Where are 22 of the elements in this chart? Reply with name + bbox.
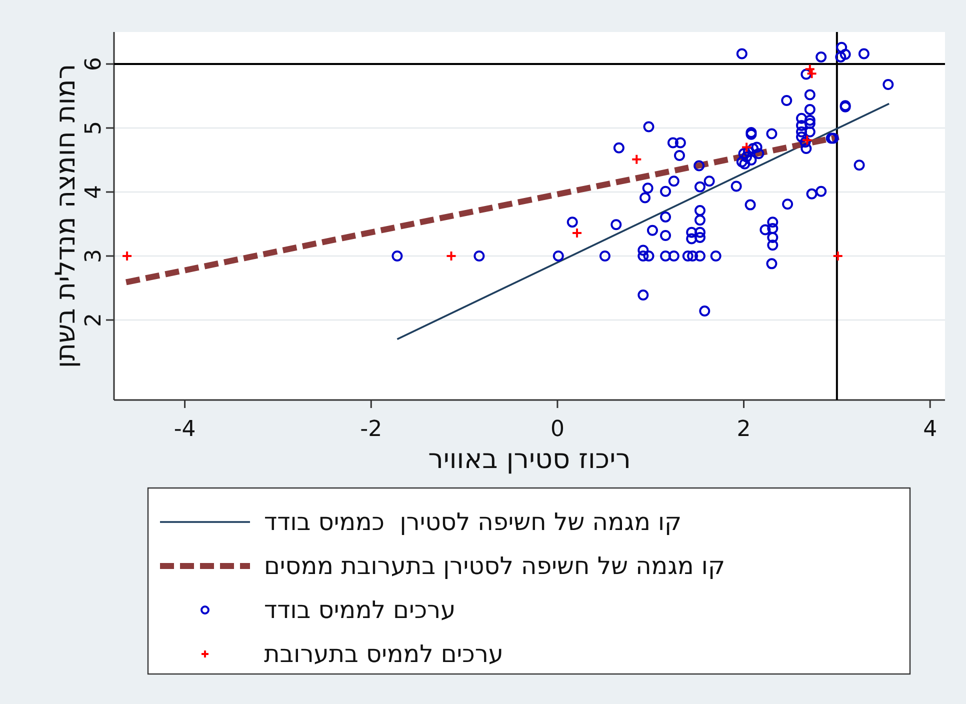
y-tick-label: 6 bbox=[82, 57, 106, 71]
x-tick-label: 2 bbox=[736, 417, 751, 442]
point bbox=[832, 250, 844, 262]
legend-label: ערכים לממיס בתערובת bbox=[264, 640, 504, 668]
x-tick-label: -2 bbox=[360, 417, 382, 442]
point bbox=[631, 154, 642, 165]
x-tick-label: 4 bbox=[923, 417, 938, 442]
point bbox=[741, 142, 752, 153]
point bbox=[446, 250, 457, 262]
y-tick-label: 4 bbox=[82, 185, 106, 199]
point bbox=[572, 227, 583, 238]
x-tick-label: -4 bbox=[174, 417, 196, 442]
y-tick-label: 5 bbox=[82, 121, 106, 135]
y-tick-label: 2 bbox=[82, 313, 106, 327]
y-axis-title: רמות חומצה מנדלית בשתן bbox=[50, 64, 82, 368]
x-axis-title: ריכוז סטירן באוויר bbox=[428, 444, 631, 475]
legend-label: קו מגמה של חשיפה לסטירן בתערובת ממסים bbox=[264, 552, 725, 580]
y-tick-label: 3 bbox=[82, 249, 106, 263]
x-tick-label: 0 bbox=[550, 417, 564, 442]
point bbox=[122, 250, 133, 262]
legend-label: קו מגמה של חשיפה לסטירן כממיס בודד bbox=[264, 508, 682, 536]
legend-label: ערכים לממיס בודד bbox=[264, 596, 456, 624]
